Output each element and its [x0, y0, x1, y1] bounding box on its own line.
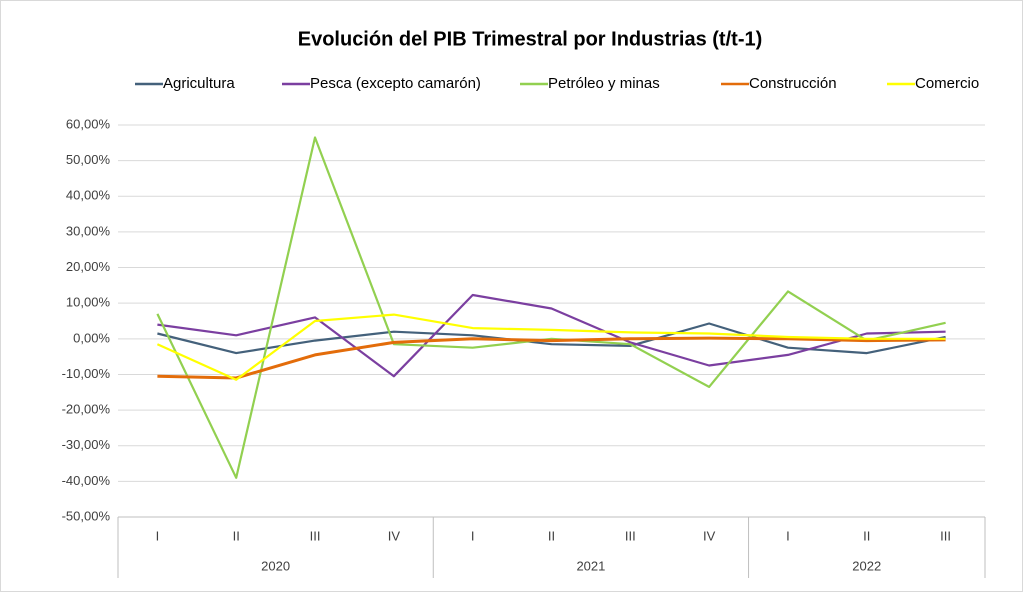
y-tick-label: 10,00% — [66, 295, 111, 310]
year-label: 2020 — [261, 558, 290, 573]
x-tick-label: III — [940, 528, 951, 543]
x-tick-label: III — [310, 528, 321, 543]
y-tick-label: 40,00% — [66, 188, 111, 203]
y-tick-label: -50,00% — [62, 508, 111, 523]
x-tick-label: III — [625, 528, 636, 543]
y-tick-label: 30,00% — [66, 223, 111, 238]
legend-label: Comercio — [915, 75, 979, 92]
x-tick-label: I — [471, 528, 475, 543]
year-label: 2021 — [576, 558, 605, 573]
chart-title: Evolución del PIB Trimestral por Industr… — [298, 28, 763, 50]
x-tick-label: I — [156, 528, 160, 543]
series-line — [157, 336, 946, 380]
x-tick-label: II — [233, 528, 240, 543]
y-tick-label: -20,00% — [62, 402, 111, 417]
legend-label: Petróleo y minas — [548, 75, 660, 92]
x-tick-label: I — [786, 528, 790, 543]
x-tick-label: II — [548, 528, 555, 543]
x-tick-label: IV — [703, 528, 716, 543]
y-tick-label: 50,00% — [66, 152, 111, 167]
series-line — [156, 136, 946, 479]
y-tick-label: -10,00% — [62, 366, 111, 381]
series-line — [156, 313, 946, 381]
year-label: 2022 — [852, 558, 881, 573]
x-tick-label: II — [863, 528, 870, 543]
y-tick-label: 0,00% — [73, 330, 110, 345]
series-line — [157, 322, 946, 355]
legend-label: Pesca (excepto camarón) — [310, 75, 481, 92]
y-tick-label: 60,00% — [66, 116, 111, 131]
legend-label: Construcción — [749, 75, 837, 92]
x-tick-label: IV — [388, 528, 401, 543]
y-tick-label: -40,00% — [62, 473, 111, 488]
legend-label: Agricultura — [163, 75, 235, 92]
series-line — [157, 293, 946, 378]
y-tick-label: 20,00% — [66, 259, 111, 274]
y-tick-label: -30,00% — [62, 437, 111, 452]
